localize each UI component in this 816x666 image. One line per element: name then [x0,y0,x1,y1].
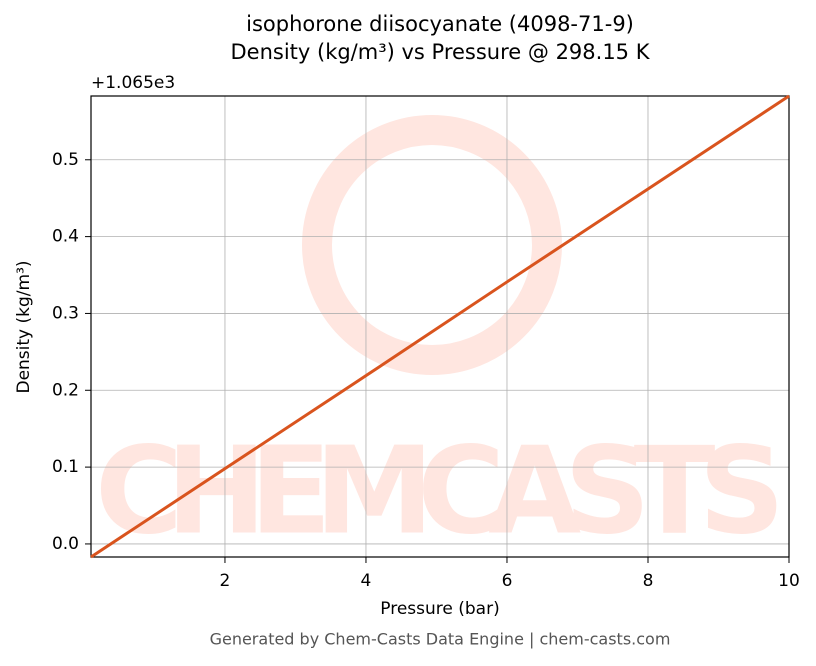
x-tick-label: 2 [220,571,231,591]
y-tick-label: 0.3 [52,303,79,323]
watermark-logo [302,115,562,375]
chart-title: isophorone diisocyanate (4098-71-9) [246,12,634,36]
y-tick-label: 0.1 [52,457,79,477]
y-tick-label: 0.5 [52,150,79,170]
x-tick-label: 4 [361,571,372,591]
plot-frame [90,95,790,558]
chart-subtitle: Density (kg/m³) vs Pressure @ 298.15 K [230,40,650,64]
footer: Generated by Chem-Casts Data Engine | ch… [210,630,671,649]
y-tick-label: 0.4 [52,227,79,247]
x-tick-label: 10 [778,571,800,591]
data-line [90,94,790,559]
x-axis-label: Pressure (bar) [380,599,499,619]
y-axis-label: Density (kg/m³) [14,260,34,393]
y-tick-label: 0.0 [52,534,79,554]
watermark: CHEMCASTS [95,423,785,562]
x-tick-label: 6 [502,571,513,591]
y-offset-label: +1.065e3 [91,73,175,93]
y-tick-label: 0.2 [52,380,79,400]
x-tick-label: 8 [643,571,654,591]
